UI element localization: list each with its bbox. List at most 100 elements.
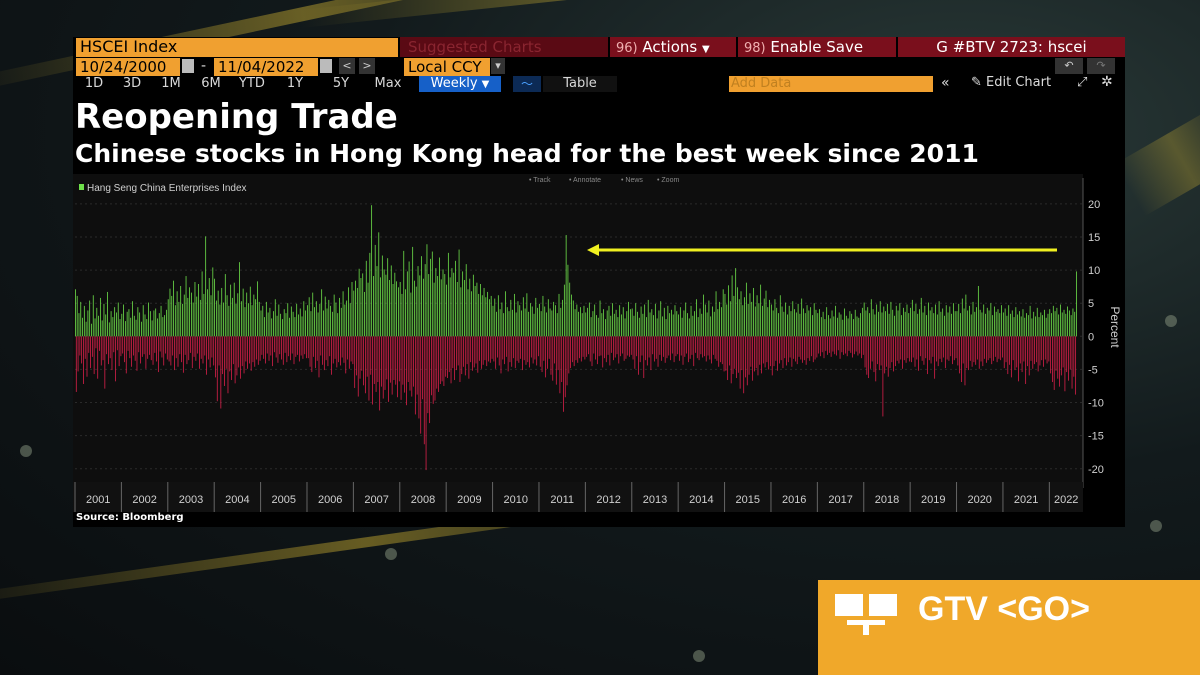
positive-bar xyxy=(240,301,242,337)
positive-bar xyxy=(945,305,947,337)
frequency-dropdown[interactable]: Weekly ▼ xyxy=(419,76,501,92)
negative-bar xyxy=(141,336,143,357)
negative-bar xyxy=(918,336,919,371)
positive-bar xyxy=(792,301,794,337)
positive-bar xyxy=(116,312,117,337)
negative-bar xyxy=(609,336,611,366)
background-dot xyxy=(693,650,705,662)
positive-bar xyxy=(410,292,412,337)
negative-bar xyxy=(698,336,700,361)
negative-bar xyxy=(614,336,616,358)
negative-bar xyxy=(857,336,859,356)
positive-bar xyxy=(187,297,189,337)
negative-bar xyxy=(618,336,620,364)
add-data-input[interactable]: Add Data xyxy=(729,76,933,92)
positive-bar xyxy=(210,295,212,337)
positive-bar xyxy=(239,262,240,337)
positive-bar xyxy=(215,300,217,337)
x-tick-label: 2013 xyxy=(643,494,667,506)
range-button-5y[interactable]: 5Y xyxy=(332,76,350,91)
positive-bar xyxy=(91,323,92,337)
start-date-field[interactable]: 10/24/2000 xyxy=(76,58,180,76)
range-button-6m[interactable]: 6M xyxy=(201,76,221,91)
negative-bar xyxy=(845,336,846,354)
positive-bar xyxy=(103,303,105,337)
negative-bar xyxy=(1043,336,1044,367)
positive-bar xyxy=(977,285,979,337)
range-button-max[interactable]: Max xyxy=(374,76,402,91)
range-button-ytd[interactable]: YTD xyxy=(239,76,265,91)
positive-bar xyxy=(1035,316,1036,337)
range-button-1y[interactable]: 1Y xyxy=(286,76,304,91)
gtv-banner[interactable]: GTV <GO> xyxy=(818,580,1200,675)
negative-bar xyxy=(416,336,418,395)
negative-bar xyxy=(97,336,99,379)
calendar-icon[interactable] xyxy=(182,59,194,73)
prev-period-button[interactable]: < xyxy=(339,58,355,74)
edit-chart-button[interactable]: ✎ Edit Chart xyxy=(971,75,1051,90)
positive-bar xyxy=(637,311,638,337)
negative-bar xyxy=(993,336,994,361)
positive-bar xyxy=(858,317,860,337)
negative-bar xyxy=(372,336,373,405)
negative-bar xyxy=(468,336,470,379)
actions-number: 96) xyxy=(616,41,638,56)
line-chart-icon[interactable]: 〜 xyxy=(513,76,541,92)
next-period-button[interactable]: > xyxy=(359,58,375,74)
negative-bar xyxy=(695,336,696,353)
negative-bar xyxy=(377,336,379,382)
currency-select[interactable]: Local CCY xyxy=(404,58,490,76)
enable-save-button[interactable]: 98) Enable Save xyxy=(738,37,896,57)
positive-bar xyxy=(451,268,453,337)
negative-bar xyxy=(263,336,265,359)
positive-bar xyxy=(89,300,91,337)
negative-bar xyxy=(288,336,290,357)
positive-bar xyxy=(970,314,972,337)
positive-bar xyxy=(885,311,886,337)
range-button-1m[interactable]: 1M xyxy=(161,76,181,91)
command-line[interactable]: G #BTV 2723: hscei xyxy=(898,37,1125,57)
undo-button[interactable]: ↶ xyxy=(1055,58,1083,74)
end-date-field[interactable]: 11/04/2022 xyxy=(214,58,318,76)
positive-bar xyxy=(726,304,728,337)
positive-bar xyxy=(603,309,605,337)
positive-bar xyxy=(633,315,635,337)
actions-menu[interactable]: 96) Actions ▼ xyxy=(610,37,736,57)
positive-bar xyxy=(672,314,674,337)
collapse-icon[interactable]: « xyxy=(941,75,950,91)
x-tick-label: 2018 xyxy=(875,494,899,506)
negative-bar xyxy=(497,336,498,358)
positive-bar xyxy=(1065,313,1067,337)
negative-bar xyxy=(347,336,348,360)
positive-bar xyxy=(879,301,881,337)
chart-tool-news[interactable]: • News xyxy=(621,177,643,184)
table-button[interactable]: Table xyxy=(543,76,617,92)
positive-bar xyxy=(469,278,471,337)
chart-tool-zoom[interactable]: • Zoom xyxy=(657,177,679,184)
negative-bar xyxy=(95,336,97,349)
ticker-field[interactable]: HSCEI Index xyxy=(76,38,398,57)
positive-bar xyxy=(403,250,405,337)
expand-icon[interactable]: ⤢ xyxy=(1077,75,1088,90)
negative-bar xyxy=(250,336,252,371)
currency-dropdown-icon[interactable]: ▾ xyxy=(491,58,505,74)
redo-button[interactable]: ↷ xyxy=(1087,58,1115,74)
gear-icon[interactable]: ✲ xyxy=(1101,74,1113,90)
positive-bar xyxy=(447,252,449,337)
positive-bar xyxy=(505,291,506,337)
positive-bar xyxy=(292,311,294,337)
calendar-icon[interactable] xyxy=(320,59,332,73)
range-button-3d[interactable]: 3D xyxy=(122,76,142,91)
chart-tool-track[interactable]: • Track xyxy=(529,177,551,184)
suggested-charts-menu[interactable]: Suggested Charts xyxy=(400,37,608,57)
negative-bar xyxy=(613,336,614,361)
positive-bar xyxy=(151,320,153,337)
chart-tool-annotate[interactable]: • Annotate xyxy=(569,177,601,184)
positive-bar xyxy=(833,316,835,337)
negative-bar xyxy=(297,336,298,355)
negative-bar xyxy=(480,336,482,369)
negative-bar xyxy=(493,336,495,362)
range-button-1d[interactable]: 1D xyxy=(84,76,104,91)
positive-bar xyxy=(169,288,171,337)
positive-bar xyxy=(331,311,333,337)
